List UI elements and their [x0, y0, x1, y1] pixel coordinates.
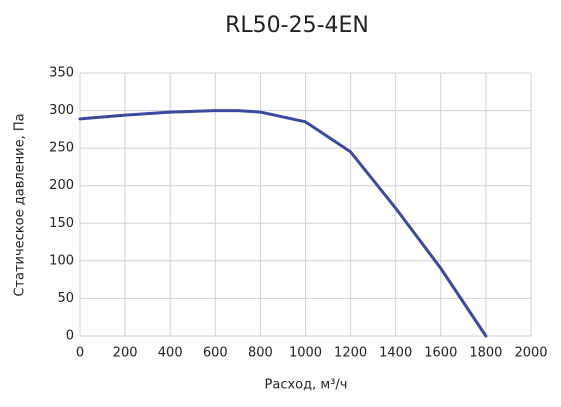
- y-tick-label: 200: [49, 178, 74, 193]
- x-tick-label: 1800: [469, 346, 502, 361]
- x-tick-label: 2000: [514, 346, 547, 361]
- y-tick-label: 150: [49, 216, 74, 231]
- x-tick-label: 1000: [289, 346, 322, 361]
- chart-title: RL50-25-4EN: [225, 13, 369, 38]
- y-axis-label: Статическое давление, Па: [13, 113, 28, 296]
- line: [78, 109, 488, 338]
- x-tick-label: 400: [158, 346, 183, 361]
- x-tick-label: 600: [203, 346, 228, 361]
- x-tick-label: 800: [248, 346, 273, 361]
- x-tick-label: 1600: [424, 346, 457, 361]
- x-tick-label: 0: [76, 346, 84, 361]
- y-tick-label: 50: [57, 291, 74, 306]
- y-tick-label: 250: [49, 141, 74, 156]
- x-tick-label: 1200: [334, 346, 367, 361]
- x-axis-label: Расход, м³/ч: [265, 378, 348, 393]
- y-tick-label: 100: [49, 253, 74, 268]
- y-tick-label: 350: [49, 66, 74, 81]
- y-tick-label: 0: [66, 329, 74, 344]
- x-tick-label: 200: [113, 346, 138, 361]
- x-tick-label: 1400: [379, 346, 412, 361]
- y-tick-label: 300: [49, 103, 74, 118]
